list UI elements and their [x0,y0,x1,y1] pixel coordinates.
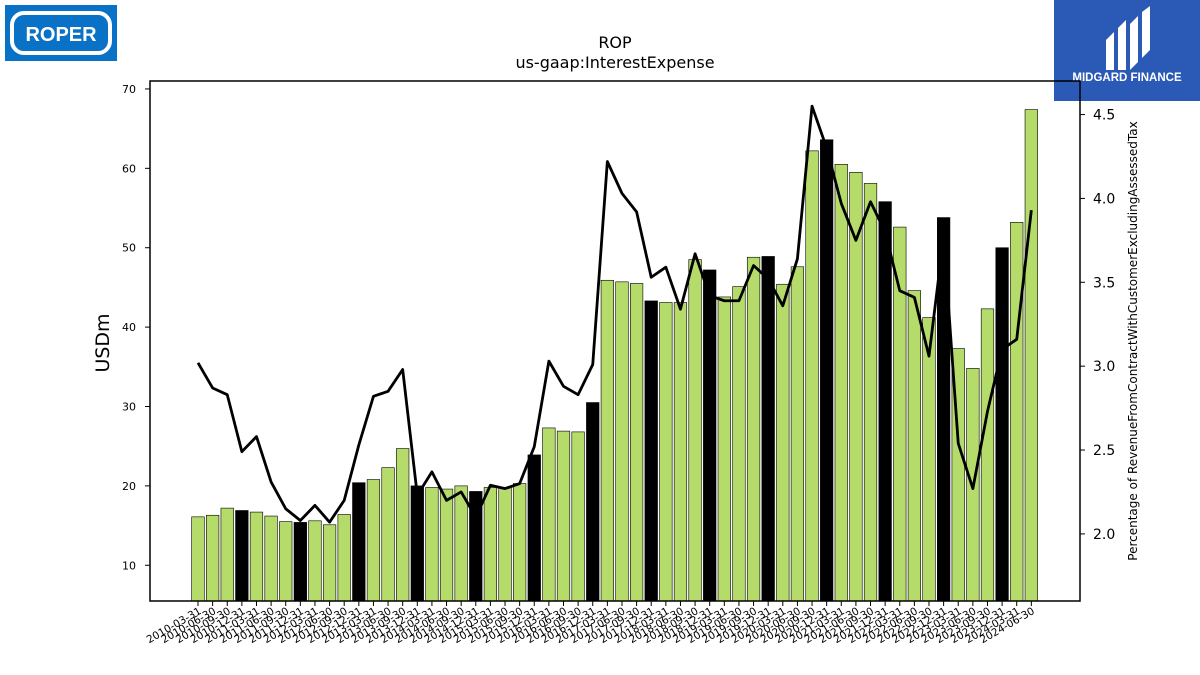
bar [483,487,498,602]
bar [556,430,571,602]
bar [249,511,264,602]
y-tick-label: 50 [122,242,136,255]
y2-tick-label: 4.5 [1093,108,1115,124]
bar [659,302,673,602]
y-axis-label: USDm [92,313,114,372]
broker-logo-text: MIDGARD FINANCE [1072,72,1182,84]
bar [629,283,644,602]
bar [776,283,790,602]
bar [279,521,293,602]
bar [454,485,468,602]
revenue-percentage-line [196,104,1033,524]
bar [995,247,1009,602]
bar [922,317,936,602]
bar [206,514,220,602]
bar [586,402,600,602]
bar [893,226,907,602]
y-tick-label: 60 [122,162,136,175]
bar [1010,222,1024,602]
bar [322,524,337,602]
bar [644,300,658,602]
bar [820,139,834,602]
company-logo-frame [10,11,112,55]
bar-series [191,109,1038,602]
bar [834,164,848,602]
broker-logo-mark-icon [1106,6,1150,70]
broker-logo: MIDGARD FINANCE [1054,0,1200,101]
bar [381,467,395,602]
chart-subtitle: us-gaap:InterestExpense [515,53,714,72]
company-logo-text: ROPER [25,24,97,46]
bar [396,448,410,602]
bar [308,520,322,602]
bar [220,507,234,602]
bar [863,183,878,602]
bar [527,454,541,602]
bar [366,479,381,602]
y-tick-label: 20 [122,480,136,493]
y2-axis-label: Percentage of RevenueFromContractWithCus… [1126,121,1140,560]
bar [1024,109,1038,602]
bar [191,516,205,602]
y-tick-label: 70 [122,83,136,96]
y2-tick-label: 3.0 [1093,359,1115,375]
bar [264,515,278,602]
bar [542,427,556,602]
bar [980,308,995,602]
y-axis-ticks: 10 20 30 40 50 60 70 [122,83,150,572]
bar [439,488,454,602]
bar [600,279,614,602]
bar [571,431,585,602]
bar [425,487,439,602]
y-tick-label: 30 [122,400,136,413]
y2-tick-label: 2.0 [1093,527,1115,543]
bar [717,296,731,602]
bar [688,259,702,602]
y2-axis-ticks: 2.0 2.5 3.0 3.5 4.0 4.5 [1080,108,1115,543]
chart-title: ROP [598,33,632,52]
y2-tick-label: 2.5 [1093,443,1115,459]
bar [498,487,512,602]
company-logo: ROPER [5,5,117,61]
bar [732,286,746,602]
bar [293,522,307,602]
bar [746,256,761,602]
bar [673,302,688,602]
y2-tick-label: 3.5 [1093,275,1115,291]
bar [615,281,629,602]
y2-tick-label: 4.0 [1093,191,1115,207]
broker-logo-background [1054,0,1200,101]
bar [761,256,775,602]
bar [805,150,819,602]
bar [703,269,717,602]
bar [337,514,351,602]
bar [235,510,249,602]
bar [513,483,527,602]
bar [410,485,424,602]
x-axis-ticks: 2010-03-312010-06-302010-09-302010-12-31… [145,601,1037,646]
bar [878,201,892,602]
y-tick-label: 40 [122,321,136,334]
bar [790,266,805,602]
y-tick-label: 10 [122,559,136,572]
bar [907,290,921,602]
bar [352,482,366,602]
plot-frame [149,80,1081,602]
